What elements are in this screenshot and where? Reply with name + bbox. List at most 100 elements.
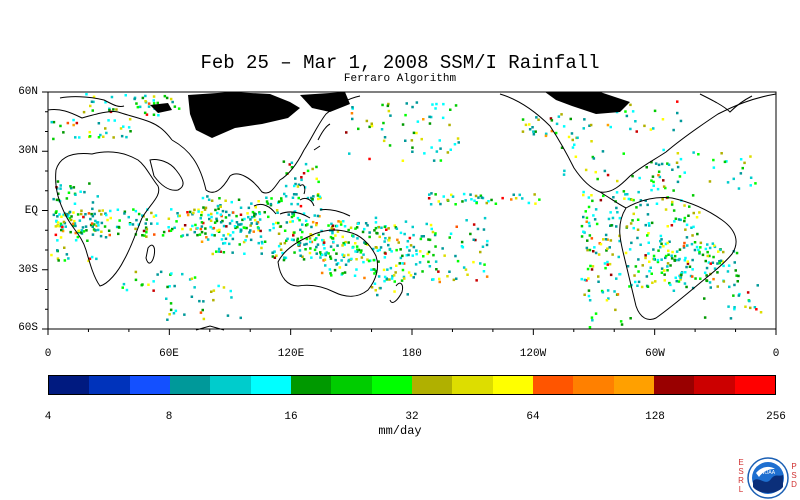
rain-pixel <box>604 233 608 237</box>
rain-pixel <box>339 223 343 226</box>
rain-pixel <box>337 220 340 223</box>
rain-pixel <box>452 278 456 282</box>
rain-pixel <box>217 247 221 251</box>
rain-pixel <box>223 241 227 245</box>
rain-pixel <box>636 218 640 221</box>
rain-pixel <box>193 230 196 234</box>
rain-pixel <box>247 206 251 210</box>
rain-pixel <box>250 215 254 219</box>
rain-pixel <box>315 237 318 240</box>
rain-pixel <box>55 210 58 213</box>
rain-pixel <box>291 212 294 215</box>
rain-pixel <box>190 295 194 298</box>
rain-pixel <box>430 192 433 195</box>
rain-pixel <box>611 253 614 256</box>
rain-pixel <box>718 260 721 263</box>
rain-pixel <box>133 97 136 101</box>
rain-pixel <box>583 293 586 296</box>
rain-pixel <box>411 150 414 153</box>
rain-pixel <box>632 226 635 230</box>
rain-pixel <box>562 125 566 128</box>
rain-pixel <box>636 228 640 231</box>
rain-pixel <box>475 279 478 282</box>
rain-pixel <box>716 262 719 265</box>
colorbar-swatch <box>210 376 251 394</box>
rain-pixel <box>687 214 690 217</box>
rain-pixel <box>608 246 611 249</box>
rain-pixel <box>152 113 156 116</box>
rain-pixel <box>310 196 313 200</box>
rain-pixel <box>52 213 56 217</box>
rain-pixel <box>54 211 58 214</box>
rain-pixel <box>462 266 466 269</box>
rain-pixel <box>271 255 275 258</box>
rain-pixel <box>415 131 418 135</box>
rain-pixel <box>122 282 126 286</box>
rain-pixel <box>405 245 409 249</box>
rain-pixel <box>667 249 670 253</box>
rain-pixel <box>706 250 709 254</box>
rain-pixel <box>104 127 107 130</box>
rain-pixel <box>107 229 111 232</box>
rain-pixel <box>199 227 203 231</box>
rain-pixel <box>414 263 418 266</box>
rain-pixel <box>664 242 668 246</box>
rain-pixel <box>233 225 237 228</box>
rain-pixel <box>324 253 327 257</box>
rain-pixel <box>181 272 184 276</box>
lat-label: 30N <box>18 145 38 157</box>
rain-pixel <box>651 281 654 284</box>
rain-pixel <box>528 128 532 131</box>
rain-pixel <box>231 237 235 241</box>
rain-pixel <box>618 272 622 276</box>
rain-pixel <box>105 131 108 135</box>
rain-pixel <box>404 139 407 142</box>
rain-pixel <box>411 105 414 109</box>
rain-pixel <box>477 196 480 199</box>
lon-label: 60W <box>645 348 665 360</box>
rain-pixel <box>319 256 322 259</box>
rain-pixel <box>388 278 391 281</box>
colorbar-swatch <box>532 376 574 394</box>
rain-pixel <box>373 229 376 232</box>
rain-pixel <box>483 263 486 266</box>
colorbar-swatch <box>734 376 775 394</box>
rain-pixel <box>197 208 200 211</box>
rain-pixel <box>641 264 644 267</box>
rain-pixel <box>199 311 203 314</box>
rain-pixel <box>455 225 458 228</box>
rain-pixel <box>317 180 320 184</box>
rain-pixel <box>475 201 478 205</box>
rain-pixel <box>150 222 153 225</box>
rain-pixel <box>367 259 371 263</box>
rain-pixel <box>667 163 671 166</box>
rain-pixel <box>217 230 221 233</box>
rain-pixel <box>373 272 376 275</box>
rain-pixel <box>686 260 689 263</box>
rain-pixel <box>692 211 695 215</box>
rain-pixel <box>591 199 594 203</box>
rain-pixel <box>145 231 148 234</box>
rain-pixel <box>469 232 472 236</box>
rain-pixel <box>390 250 393 253</box>
rain-pixel <box>100 230 103 233</box>
rain-pixel <box>728 285 731 289</box>
rain-pixel <box>469 193 472 196</box>
rain-pixel <box>430 146 433 149</box>
rain-pixel <box>152 102 156 105</box>
rain-pixel <box>311 234 314 237</box>
rain-pixel <box>589 123 593 127</box>
rain-pixel <box>80 229 84 232</box>
rain-pixel <box>170 272 173 275</box>
rain-pixel <box>482 228 486 231</box>
rain-pixel <box>592 157 596 160</box>
rain-pixel <box>109 209 112 213</box>
rain-pixel <box>636 284 639 287</box>
lon-label: 180 <box>402 348 422 360</box>
rain-pixel <box>683 241 686 245</box>
colorbar-tick-label: 16 <box>284 411 298 423</box>
rain-pixel <box>329 245 333 248</box>
rain-pixel <box>634 265 638 268</box>
rain-pixel <box>587 196 591 199</box>
